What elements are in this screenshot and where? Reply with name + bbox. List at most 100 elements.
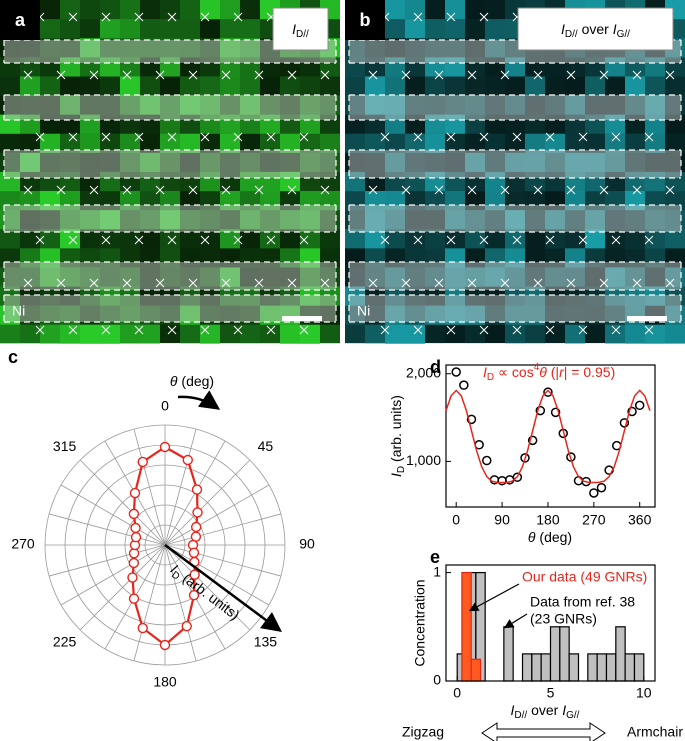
micrograph-pixel: [645, 171, 665, 192]
micrograph-pixel: [180, 324, 200, 344]
measurement-cross: [413, 325, 423, 335]
histogram-bar: [540, 653, 552, 682]
panel-label: c: [8, 347, 18, 367]
micrograph-pixel: [345, 76, 365, 96]
scale-left: Zigzag: [402, 724, 444, 740]
micrograph-pixel: [445, 0, 465, 20]
text-part: I: [483, 364, 487, 380]
micrograph-pixel: [345, 57, 365, 77]
x-tick-label: 0: [453, 685, 461, 701]
spoke-grid: [48, 513, 166, 546]
micrograph-pixel: [0, 152, 20, 172]
micrograph-pixel: [160, 248, 180, 268]
measurement-cross: [545, 325, 555, 335]
micrograph-pixel: [665, 95, 685, 115]
text-part: 4: [534, 362, 540, 373]
polar-point: [159, 441, 171, 453]
text-part: | = 0.95): [564, 364, 616, 380]
text-part: θ: [528, 529, 536, 545]
micrograph-pixel: [565, 324, 585, 344]
micrograph-pixel: [120, 152, 140, 172]
y-tick-label: 1: [433, 563, 441, 579]
measurement-cross: [500, 278, 510, 288]
data-point: [619, 418, 630, 428]
micrograph-pixel: [605, 57, 625, 77]
micrograph-pixel: [405, 19, 425, 39]
measurement-cross: [134, 235, 144, 245]
micrograph-pixel: [345, 248, 365, 268]
micrograph-pixel: [200, 0, 220, 20]
panel-label-box: [0, 0, 40, 40]
micrograph-pixel: [280, 267, 300, 287]
micrograph-pixel: [40, 133, 60, 153]
measurement-cross: [299, 132, 309, 142]
measurement-cross: [566, 70, 576, 80]
measurement-cross: [611, 325, 621, 335]
x-axis-label: θ (deg): [528, 529, 572, 545]
data-point: [550, 407, 561, 418]
micrograph-pixel: [585, 210, 605, 230]
micrograph-pixel: [565, 305, 585, 325]
measurement-cross: [446, 132, 456, 142]
data-point: [596, 482, 607, 493]
text-part: I: [511, 702, 515, 718]
micrograph-pixel: [140, 305, 160, 325]
micrograph-pixel: [320, 152, 340, 172]
micrograph-pixel: [585, 133, 605, 153]
micrograph-pixel: [60, 210, 80, 230]
micrograph-pixel: [200, 57, 220, 77]
angle-tick-label: 180: [153, 674, 177, 690]
micrograph-pixel: [100, 248, 120, 268]
micrograph-pixel: [0, 286, 20, 306]
ribbon-band: [4, 40, 336, 63]
micrograph-pixel: [425, 229, 445, 249]
micrograph-pixel: [40, 324, 60, 344]
micrograph-pixel: [525, 152, 545, 172]
micrograph-pixel: [665, 57, 685, 77]
spoke-grid: [164, 428, 197, 546]
micrograph-pixel: [365, 133, 385, 153]
measurement-cross: [599, 185, 609, 195]
micrograph-pixel: [100, 267, 120, 287]
micrograph-pixel: [665, 305, 685, 325]
micrograph-pixel: [525, 229, 545, 249]
micrograph-pixel: [425, 57, 445, 77]
micrograph-pixel: [320, 324, 340, 344]
micrograph-pixel: [200, 76, 220, 96]
micrograph-pixel: [485, 248, 505, 268]
micrograph-pixel: [445, 286, 465, 306]
micrograph-pixel: [445, 57, 465, 77]
measurement-cross: [56, 278, 66, 288]
micrograph-pixel: [180, 19, 200, 39]
micrograph-pixel: [140, 229, 160, 249]
micrograph-pixel: [260, 171, 280, 192]
micrograph-pixel: [160, 305, 180, 325]
micrograph-pixel: [120, 57, 140, 77]
data-point: [543, 387, 553, 397]
micrograph-pixel: [505, 152, 525, 172]
micrograph-pixel: [160, 38, 180, 58]
micrograph-pixel: [545, 267, 565, 287]
micrograph-pixel: [405, 267, 425, 287]
material-label: Ni: [12, 303, 25, 319]
measurement-cross: [23, 278, 33, 288]
micrograph-pixel: [385, 210, 405, 230]
text-part: I: [292, 21, 296, 37]
polar-point: [128, 593, 140, 604]
spoke-grid: [164, 484, 270, 546]
micrograph-pixel: [260, 95, 280, 115]
micrograph-pixel: [60, 305, 80, 325]
ribbon-band: [4, 205, 336, 232]
micrograph-pixel: [365, 229, 385, 249]
micrograph-pixel: [200, 305, 220, 325]
histogram-bar: [596, 653, 608, 682]
measurement-cross: [188, 70, 198, 80]
micrograph-pixel: [565, 95, 585, 115]
micrograph-pixel: [485, 0, 505, 20]
micrograph-pixel: [240, 267, 260, 287]
micrograph-pixel: [425, 305, 445, 325]
measurement-cross: [434, 70, 444, 80]
micrograph-pixel: [120, 0, 140, 20]
micrograph-pixel: [240, 210, 260, 230]
micrograph-pixel: [220, 38, 240, 58]
